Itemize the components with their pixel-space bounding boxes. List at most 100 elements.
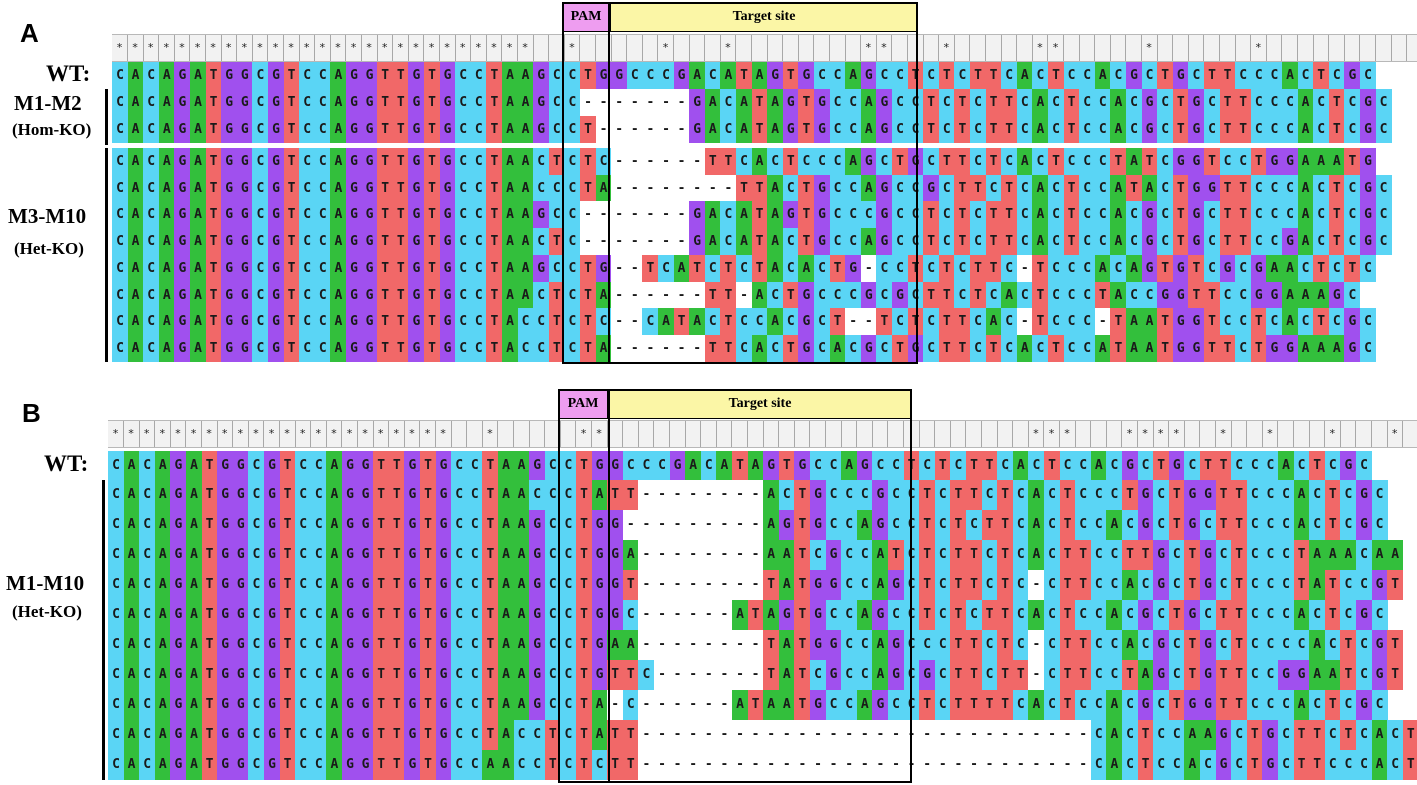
sequence-row-b-7-base: T [1231,660,1248,690]
sequence-row-a-9-base: G [1188,308,1205,335]
consensus-mark [752,35,768,61]
sequence-row-a-3-base: T [1204,148,1220,175]
sequence-row-a-7-base: A [1094,255,1111,282]
sequence-row-b-3-base: C [544,540,561,570]
sequence-row-b-6-base: C [903,630,920,660]
sequence-row-b-7-base: A [1324,660,1341,690]
sequence-row-b-1-base: G [1137,480,1154,510]
sequence-row-b-4-base: T [997,570,1014,600]
sequence-row-a-10-base: T [283,335,300,362]
wt-sequence-row-a-base: G [611,62,628,89]
sequence-row-a-5-base: T [283,201,300,228]
sequence-row-a-1-base: T [283,89,300,116]
sequence-row-b-5-base: T [997,600,1014,630]
sequence-row-b-3-base: C [856,540,873,570]
sequence-row-b-7-base: T [279,660,296,690]
sequence-row-b-9-base: T [1293,720,1310,750]
wt-sequence-row-b-base: C [825,451,842,481]
sequence-row-b-10-base: - [934,750,951,780]
sequence-row-b-5-base: A [1106,600,1123,630]
sequence-row-b-9-base: - [1012,720,1029,750]
sequence-row-a-7-base: C [252,255,269,282]
sequence-row-a-10-base: A [1313,335,1330,362]
sequence-row-a-10-base: G [1172,335,1189,362]
sequence-row-a-2-base: C [845,116,862,143]
sequence-row-a-10-base: A [330,335,347,362]
sequence-row-a-5-base: T [205,201,222,228]
sequence-row-a-4-base: G [236,175,253,202]
sequence-row-a-7-base: C [1110,255,1127,282]
sequence-row-b-9-base: T [1137,720,1154,750]
sequence-row-a-5-base: G [533,201,550,228]
sequence-row-a-4-base: C [143,175,160,202]
sequence-row-a-7-base: T [1157,255,1174,282]
sequence-row-a-1-base: C [845,89,862,116]
sequence-row-b-8-base: C [934,690,951,720]
sequence-row-a-1-base: T [392,89,409,116]
sequence-row-b-2-base: G [1356,510,1372,540]
sequence-row-a-3-base: - [611,148,628,175]
sequence-row-a-6-base: T [377,228,394,255]
sequence-row-b-2-base: T [1324,510,1341,540]
sequence-row-b-9-base: - [981,720,998,750]
sequence-row-b-5-base: G [217,600,234,630]
sequence-row-b-7-base: C [295,660,312,690]
wt-sequence-row-b-base: G [856,451,873,481]
sequence-row-a-8-base: C [1079,282,1096,309]
sequence-row-a-7-base: T [938,255,955,282]
sequence-row-a-6-base: - [626,228,643,255]
consensus-mark [1017,35,1033,61]
sequence-row-b-4-base: T [950,570,967,600]
sequence-row-a-7-base: T [970,255,986,282]
consensus-mark [892,35,908,61]
sequence-row-a-3-base: G [1360,148,1376,175]
sequence-row-a-6-base: G [1282,228,1298,255]
sequence-row-b-6-base: A [622,630,639,660]
wt-sequence-row-a-base: C [1328,62,1345,89]
sequence-row-b-10-base: - [732,750,748,780]
sequence-row-b-6-base: T [997,630,1014,660]
sequence-row-a-1-base: - [673,89,690,116]
sequence-row-a-4-base: - [673,175,690,202]
wt-sequence-row-a-base: T [205,62,222,89]
sequence-row-b-2-base: A [856,510,873,540]
sequence-row-b-3-base: G [342,540,358,570]
sequence-row-a-1-base: C [1079,89,1096,116]
sequence-row-b-2-base: G [810,510,826,540]
sequence-row-a-2-base: C [892,116,908,143]
sequence-row-b-1-base: C [529,480,546,510]
sequence-row-a-6-base: C [1266,228,1283,255]
sequence-row-b-8-base: C [903,690,920,720]
sequence-row-a-10-base: C [923,335,940,362]
sequence-row-b-1-base: C [841,480,858,510]
sequence-row-b-7-base: - [669,660,686,690]
sequence-row-a-5-base: T [1235,201,1252,228]
sequence-row-a-5-base: C [1157,201,1174,228]
sequence-row-b-10-base: C [1231,750,1248,780]
sequence-row-a-3-base: C [798,148,815,175]
wt-sequence-row-a-base: T [424,62,440,89]
wt-sequence-row-a-base: T [1157,62,1174,89]
sequence-row-a-1-base: - [580,89,596,116]
sequence-row-a-7-base: - [1016,255,1033,282]
sequence-row-a-7-base: A [673,255,690,282]
sequence-row-b-3-base: G [264,540,280,570]
wt-sequence-row-a-base: C [252,62,269,89]
sequence-row-a-3-base: A [1126,148,1142,175]
sequence-row-b-7-base: G [264,660,280,690]
wt-sequence-row-a-base: G [346,62,362,89]
sequence-row-b-3-base: A [1324,540,1341,570]
sequence-row-a-9-base: C [112,308,128,335]
sequence-row-a-6-base: C [1204,228,1220,255]
sequence-row-b-3-base: T [1075,540,1092,570]
consensus-mark [732,421,748,447]
sequence-row-a-8-base: C [1126,282,1142,309]
sequence-row-a-1-base: C [1094,89,1111,116]
sequence-row-a-1-base: C [314,89,331,116]
sequence-row-a-3-base: - [673,148,690,175]
sequence-row-a-10-base: G [907,335,924,362]
sequence-row-a-7-base: G [1250,255,1267,282]
wt-sequence-row-a-base: G [236,62,253,89]
sequence-row-b-4-base: - [685,570,702,600]
